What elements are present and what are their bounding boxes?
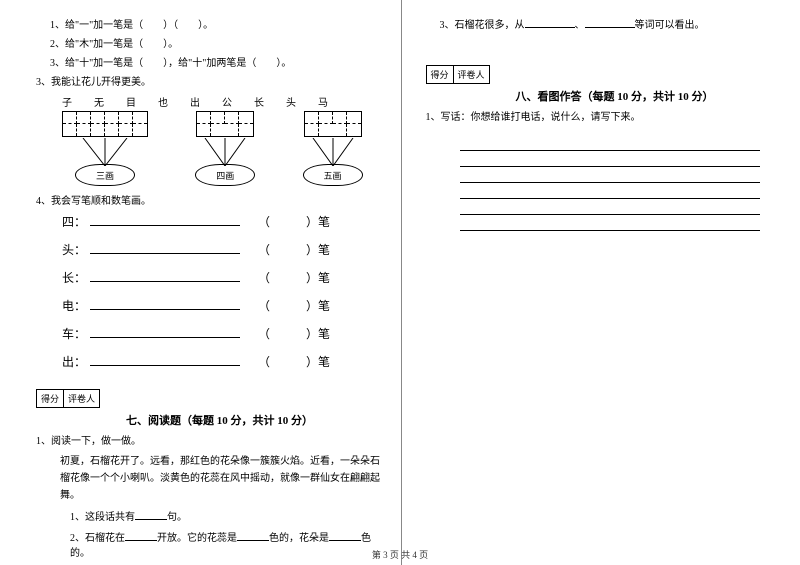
blank-line[interactable] [90,214,240,226]
bucket-a: 三画 [62,111,148,186]
q1: 1、给"一"加一笔是（ ）（ ）。 [36,18,381,33]
writing-line[interactable] [460,151,761,167]
rq3c: 等词可以看出。 [635,20,705,31]
r2b: 开放。它的花蕊是 [157,533,237,544]
writing-line[interactable] [460,215,761,231]
blank[interactable] [525,18,575,28]
score-label: 得分 [427,66,454,83]
grid-a [62,111,148,137]
r1a: 1、这段话共有 [70,512,135,523]
score-box: 得分 评卷人 [36,389,100,408]
fan-a [75,138,135,166]
q2: 2、给"木"加一笔是（ ）。 [36,37,381,52]
passage: 初夏，石榴花开了。远看，那红色的花朵像一簇簇火焰。近看，一朵朵石榴花像一个个小喇… [36,453,381,504]
r1b: 句。 [167,512,187,523]
stroke-char: 头： [62,241,90,258]
stroke-tail: （ ）笔 [258,353,330,370]
stroke-tail: （ ）笔 [258,241,330,258]
stroke-row: 出： （ ）笔 [62,353,381,370]
cyl-c: 五画 [303,164,363,186]
right-q3: 3、石榴花很多，从 、 等词可以看出。 [426,18,771,33]
blank-line[interactable] [90,354,240,366]
fan-c [303,138,363,166]
bucket-b: 四画 [195,111,255,186]
score-row: 得分 评卷人 [36,381,381,410]
page-footer: 第 3 页 共 4 页 [0,548,800,561]
stroke-row: 头： （ ）笔 [62,241,381,258]
stroke-tail: （ ）笔 [258,297,330,314]
char: 头 [286,94,296,109]
section-7-title: 七、阅读题（每题 10 分，共计 10 分） [36,412,381,428]
writing-lines[interactable] [426,135,771,231]
blank[interactable] [135,510,167,520]
stroke-tail: （ ）笔 [258,269,330,286]
rq3a: 3、石榴花很多，从 [440,20,525,31]
blank-line[interactable] [90,270,240,282]
stroke-char: 出： [62,353,90,370]
char-row: 子 无 目 也 出 公 长 头 马 [36,94,381,109]
stroke-row: 车： （ ）笔 [62,325,381,342]
writing-line[interactable] [460,199,761,215]
r2c: 色的，花朵是 [269,533,329,544]
char: 公 [222,94,232,109]
section-8-title: 八、看图作答（每题 10 分，共计 10 分） [426,88,771,104]
char: 出 [190,94,200,109]
grid-b [196,111,254,137]
stroke-tail: （ ）笔 [258,213,330,230]
q4: 4、我会写笔顺和数笔画。 [36,194,381,209]
q3: 3、给"十"加一笔是（ ），给"十"加两笔是（ ）。 [36,56,381,71]
bucket-c: 五画 [303,111,363,186]
fan-b [195,138,255,166]
left-column: 1、给"一"加一笔是（ ）（ ）。 2、给"木"加一笔是（ ）。 3、给"十"加… [0,0,402,565]
stroke-row: 电： （ ）笔 [62,297,381,314]
blank-line[interactable] [90,298,240,310]
stroke-char: 四： [62,213,90,230]
stroke-list: 四： （ ）笔 头： （ ）笔 长： （ ）笔 电： （ ）笔 车： （ ）笔 出： （ ）… [36,213,381,370]
char: 无 [94,94,104,109]
grader-label: 评卷人 [64,390,99,407]
stroke-char: 电： [62,297,90,314]
blank[interactable] [237,531,269,541]
stroke-char: 车： [62,325,90,342]
char: 长 [254,94,264,109]
blank[interactable] [585,18,635,28]
reading-q1: 1、这段话共有 句。 [36,510,381,525]
char: 目 [126,94,136,109]
char: 子 [62,94,72,109]
rq3b: 、 [575,20,585,31]
right-column: 3、石榴花很多，从 、 等词可以看出。 得分 评卷人 八、看图作答（每题 10 分，… [402,0,800,565]
grid-c [304,111,362,137]
writing-line[interactable] [460,135,761,151]
char: 马 [318,94,328,109]
score-box: 得分 评卷人 [426,65,490,84]
stroke-char: 长： [62,269,90,286]
grader-label: 评卷人 [454,66,489,83]
char: 也 [158,94,168,109]
score-row-r: 得分 评卷人 [426,57,771,86]
r2a: 2、石榴花在 [70,533,125,544]
blank[interactable] [125,531,157,541]
blank-line[interactable] [90,242,240,254]
bucket-diagram: 三画 四画 五画 [36,111,381,186]
score-label: 得分 [37,390,64,407]
q3b: 3、我能让花儿开得更美。 [36,75,381,90]
stroke-row: 长： （ ）笔 [62,269,381,286]
stroke-tail: （ ）笔 [258,325,330,342]
cyl-a: 三画 [75,164,135,186]
cyl-b: 四画 [195,164,255,186]
writing-line[interactable] [460,183,761,199]
writing-line[interactable] [460,167,761,183]
blank[interactable] [329,531,361,541]
blank-line[interactable] [90,326,240,338]
stroke-row: 四： （ ）笔 [62,213,381,230]
writing-prompt: 1、写话：你想给谁打电话，说什么，请写下来。 [426,110,771,125]
read-intro: 1、阅读一下，做一做。 [36,434,381,449]
